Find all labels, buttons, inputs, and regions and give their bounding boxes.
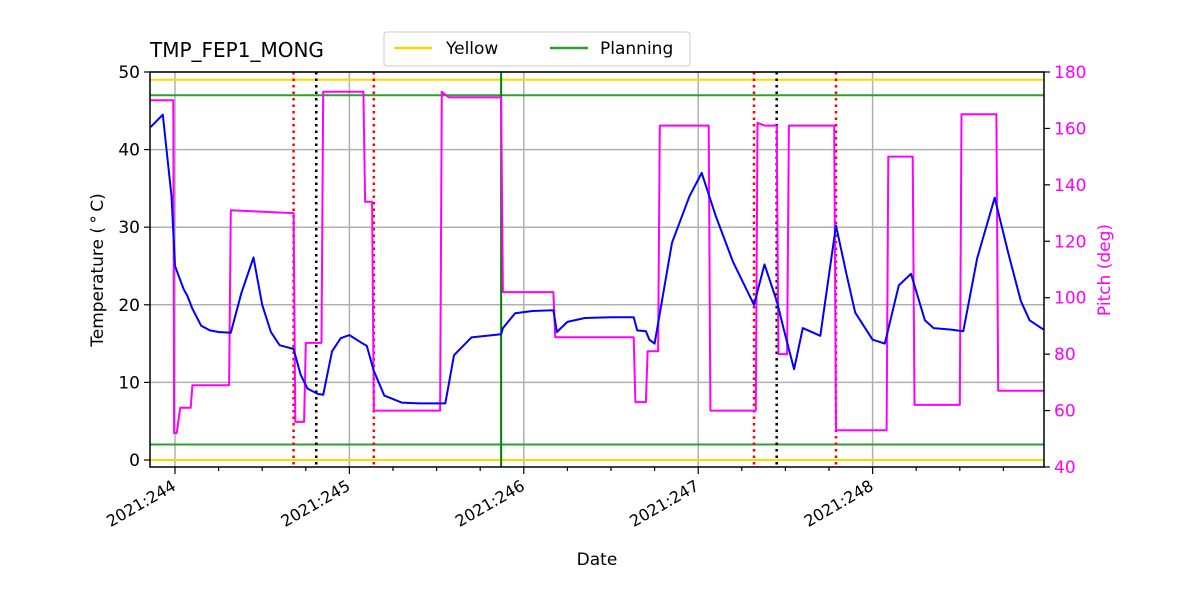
y-tick-label: 40 bbox=[118, 141, 140, 161]
y-axis-label: Temperature ( ° C) bbox=[88, 193, 108, 348]
y2-tick-label: 160 bbox=[1054, 119, 1086, 139]
y-axis-ticks: 0 10 20 30 40 50 bbox=[118, 63, 150, 471]
y-tick-label: 0 bbox=[129, 451, 140, 471]
y2-tick-label: 60 bbox=[1054, 402, 1076, 422]
plot-frame bbox=[149, 71, 1045, 468]
y2-axis-label: Pitch (deg) bbox=[1095, 224, 1115, 316]
y2-tick-label: 120 bbox=[1054, 232, 1086, 252]
x-tick-label: 2021:246 bbox=[452, 476, 528, 531]
y2-tick-label: 180 bbox=[1054, 63, 1086, 83]
chart-title: TMP_FEP1_MONG bbox=[149, 38, 324, 62]
legend-yellow-label: Yellow bbox=[445, 39, 498, 59]
y-tick-label: 20 bbox=[118, 296, 140, 316]
y2-tick-label: 40 bbox=[1054, 458, 1076, 478]
y-tick-label: 10 bbox=[118, 373, 140, 393]
limit-lines bbox=[150, 78, 1044, 461]
y-tick-label: 30 bbox=[118, 218, 140, 238]
y2-tick-label: 100 bbox=[1054, 289, 1086, 309]
y2-tick-label: 140 bbox=[1054, 176, 1086, 196]
x-tick-label: 2021:247 bbox=[626, 476, 702, 531]
y2-axis-ticks: 40 60 80 100 120 140 160 180 bbox=[1044, 63, 1086, 478]
x-tick-label: 2021:245 bbox=[278, 476, 354, 531]
temperature-line bbox=[149, 113, 1045, 405]
legend-box bbox=[383, 31, 691, 67]
x-axis-label: Date bbox=[577, 550, 618, 570]
x-axis-ticks: 2021:244 2021:245 2021:246 2021:247 2021:248 bbox=[103, 467, 1005, 531]
legend: Yellow Planning bbox=[383, 31, 691, 67]
y2-tick-label: 80 bbox=[1054, 345, 1076, 365]
x-tick-label: 2021:244 bbox=[103, 476, 179, 531]
x-tick-label: 2021:248 bbox=[801, 476, 877, 531]
grid-lines bbox=[150, 71, 1044, 467]
temperature-series bbox=[149, 113, 1045, 405]
legend-planning-label: Planning bbox=[600, 39, 673, 59]
y-tick-label: 50 bbox=[118, 63, 140, 83]
event-lines bbox=[292, 72, 838, 467]
